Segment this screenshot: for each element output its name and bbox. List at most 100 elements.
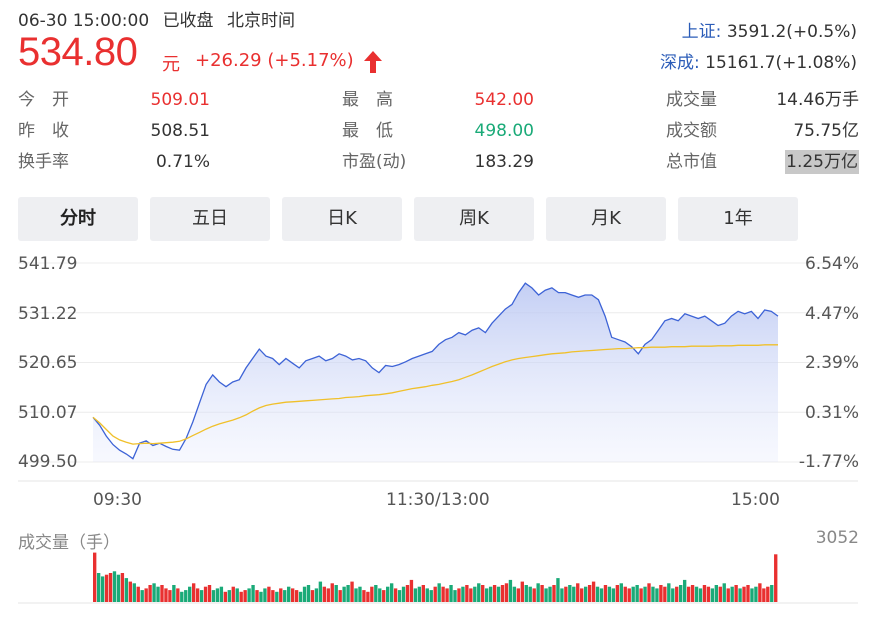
y-tick-left: 531.22 bbox=[18, 304, 78, 324]
volume-bar bbox=[667, 583, 671, 602]
volume-bar bbox=[599, 588, 604, 602]
volume-bar bbox=[334, 585, 338, 602]
volume-bar bbox=[690, 585, 695, 602]
volume-bar bbox=[536, 583, 540, 602]
tab-weekly-k[interactable]: 周K bbox=[414, 197, 534, 241]
volume-bar bbox=[326, 588, 330, 602]
quote-stats: 今 开 509.01 最 高 542.00 成交量 14.46万手 昨 收 50… bbox=[18, 88, 860, 184]
volume-bar bbox=[429, 590, 433, 602]
volume-bar bbox=[104, 574, 109, 602]
volume-bar bbox=[290, 588, 295, 602]
index-name[interactable]: 上证: bbox=[681, 22, 722, 42]
volume-bar bbox=[397, 590, 402, 602]
volume-bar bbox=[350, 581, 354, 602]
volume-bar bbox=[473, 586, 477, 602]
volume-bar bbox=[310, 590, 315, 602]
volume-bar bbox=[298, 591, 303, 602]
volume-bar bbox=[172, 585, 176, 602]
volume-bar bbox=[132, 583, 136, 602]
volume-bar bbox=[706, 586, 711, 602]
y-tick-right: 2.39% bbox=[804, 353, 859, 373]
index-name[interactable]: 深成: bbox=[660, 53, 700, 73]
volume-bar bbox=[128, 581, 132, 602]
volume-bar bbox=[508, 579, 513, 602]
volume-bar bbox=[528, 586, 532, 602]
average-price-line bbox=[92, 344, 778, 445]
volume-bar bbox=[560, 588, 564, 602]
y-tick-left: 499.50 bbox=[18, 452, 78, 472]
volume-bar bbox=[587, 585, 592, 602]
volume-bar bbox=[580, 588, 584, 602]
volume-bar bbox=[734, 585, 738, 602]
volume-bar bbox=[746, 585, 750, 602]
volume-bar bbox=[603, 585, 608, 602]
volume-bar bbox=[366, 591, 370, 602]
volume-bar bbox=[457, 588, 461, 602]
stat-label: 市盈(动) bbox=[342, 152, 407, 172]
volume-bar bbox=[342, 586, 346, 602]
stat-label: 换手率 bbox=[18, 152, 69, 172]
volume-bar bbox=[568, 585, 572, 602]
volume-bar bbox=[318, 581, 323, 602]
tab-one-year[interactable]: 1年 bbox=[678, 197, 798, 241]
volume-bar bbox=[354, 588, 358, 602]
price-unit: 元 bbox=[162, 54, 180, 75]
volume-bar bbox=[675, 586, 679, 602]
volume-bar bbox=[294, 590, 299, 602]
volume-bar bbox=[742, 586, 746, 602]
volume-bar bbox=[726, 588, 730, 602]
volume-bar bbox=[259, 591, 263, 602]
tab-monthly-k[interactable]: 月K bbox=[546, 197, 666, 241]
tab-intraday[interactable]: 分时 bbox=[18, 197, 138, 241]
volume-bar bbox=[413, 588, 418, 602]
volume-bar bbox=[627, 588, 631, 602]
volume-bar bbox=[718, 586, 722, 602]
volume-bar bbox=[682, 579, 687, 602]
volume-bar bbox=[164, 588, 168, 602]
volume-bar bbox=[247, 588, 251, 602]
stat-prev-close: 昨 收 508.51 bbox=[18, 119, 210, 150]
volume-bar bbox=[540, 585, 544, 602]
volume-bar bbox=[722, 583, 726, 602]
y-tick-right: -1.77% bbox=[798, 452, 859, 472]
volume-bar bbox=[271, 590, 275, 602]
volume-bar bbox=[698, 588, 703, 602]
x-tick: 15:00 bbox=[731, 490, 780, 510]
volume-bar bbox=[275, 591, 279, 602]
volume-bar bbox=[607, 586, 612, 602]
volume-bar bbox=[647, 583, 651, 602]
stat-value: 14.46万手 bbox=[776, 90, 859, 110]
volume-bar bbox=[302, 586, 307, 602]
volume-bar bbox=[441, 586, 445, 602]
tab-daily-k[interactable]: 日K bbox=[282, 197, 402, 241]
volume-bar bbox=[314, 588, 319, 602]
volume-bar bbox=[108, 573, 113, 602]
volume-bar bbox=[191, 583, 196, 602]
volume-bar bbox=[231, 586, 235, 602]
volume-bar bbox=[635, 585, 639, 602]
volume-bar bbox=[116, 574, 121, 602]
current-price: 534.80 bbox=[18, 30, 138, 74]
volume-bar bbox=[524, 585, 528, 602]
volume-bar bbox=[267, 586, 271, 602]
market-status: 已收盘 bbox=[162, 11, 214, 31]
tab-five-day[interactable]: 五日 bbox=[150, 197, 270, 241]
volume-bar bbox=[370, 586, 374, 602]
volume-bar bbox=[770, 585, 774, 602]
price-line bbox=[92, 282, 779, 460]
volume-bar bbox=[643, 586, 647, 602]
volume-bar bbox=[405, 585, 410, 602]
volume-bar bbox=[730, 586, 734, 602]
volume-bar bbox=[583, 586, 588, 602]
arrow-up-icon bbox=[364, 51, 382, 73]
volume-bar bbox=[548, 586, 552, 602]
index-shenzhen[interactable]: 深成: 15161.7(+1.08%) bbox=[660, 51, 857, 82]
volume-bar bbox=[686, 586, 691, 602]
volume-bar bbox=[378, 588, 382, 602]
volume-bar bbox=[516, 588, 521, 602]
index-shanghai[interactable]: 上证: 3591.2(+0.5%) bbox=[660, 20, 857, 51]
volume-bar bbox=[358, 586, 362, 602]
volume-bar bbox=[556, 578, 560, 602]
chart-period-tabs: 分时 五日 日K 周K 月K 1年 bbox=[18, 197, 800, 241]
stat-value: 0.71% bbox=[155, 152, 210, 172]
